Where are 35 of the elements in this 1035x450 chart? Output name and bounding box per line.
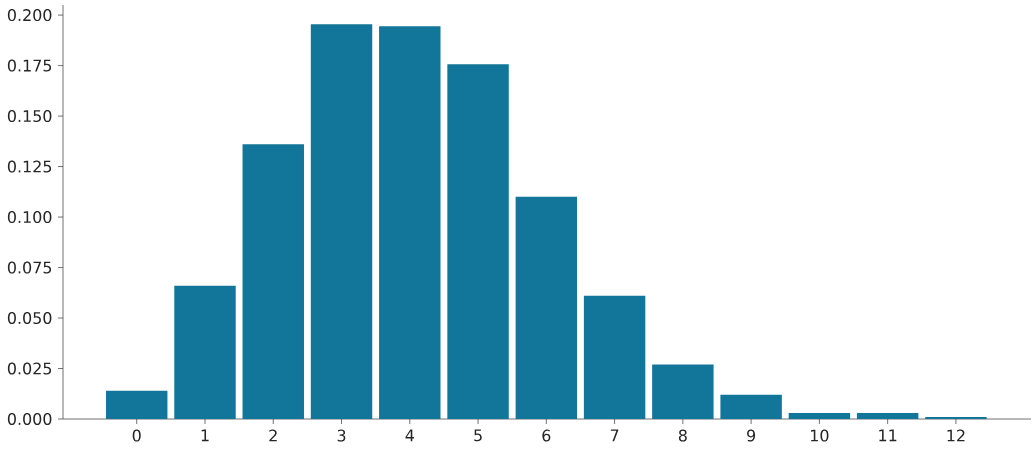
bar bbox=[652, 364, 714, 419]
y-tick-label: 0.025 bbox=[7, 362, 52, 375]
bar bbox=[856, 412, 919, 419]
bar bbox=[925, 416, 987, 419]
x-tick-label: 7 bbox=[610, 429, 619, 442]
x-tick-label: 5 bbox=[474, 429, 482, 442]
x-tick-label: 2 bbox=[269, 429, 277, 442]
y-tick-label: 0.100 bbox=[7, 211, 52, 224]
x-tick-label: 8 bbox=[678, 429, 687, 442]
y-tick-label: 0.075 bbox=[7, 261, 52, 274]
y-tick-label: 0.200 bbox=[7, 9, 52, 22]
bar bbox=[242, 144, 304, 419]
bar bbox=[310, 24, 373, 419]
bar bbox=[515, 196, 578, 419]
x-tick-label: 6 bbox=[542, 429, 551, 442]
y-tick-label: 0.125 bbox=[7, 160, 52, 173]
bar bbox=[788, 412, 851, 419]
bar bbox=[106, 390, 168, 419]
bar bbox=[583, 295, 646, 419]
y-tick-label: 0.175 bbox=[7, 59, 52, 72]
y-tick-label: 0.150 bbox=[7, 110, 52, 123]
x-tick-label: 0 bbox=[132, 429, 141, 442]
bar bbox=[379, 26, 441, 419]
bar bbox=[174, 285, 236, 419]
bar bbox=[720, 394, 782, 419]
y-tick-label: 0.050 bbox=[7, 312, 52, 325]
x-tick-label: 4 bbox=[405, 429, 414, 442]
x-tick-label: 3 bbox=[337, 429, 346, 442]
bar bbox=[447, 64, 509, 419]
x-tick-label: 10 bbox=[811, 429, 829, 442]
x-tick-label: 1 bbox=[201, 429, 209, 442]
x-tick-label: 11 bbox=[879, 429, 897, 442]
x-tick-label: 9 bbox=[747, 429, 756, 442]
x-tick-label: 12 bbox=[947, 429, 965, 442]
y-tick-label: 0.000 bbox=[7, 412, 52, 426]
